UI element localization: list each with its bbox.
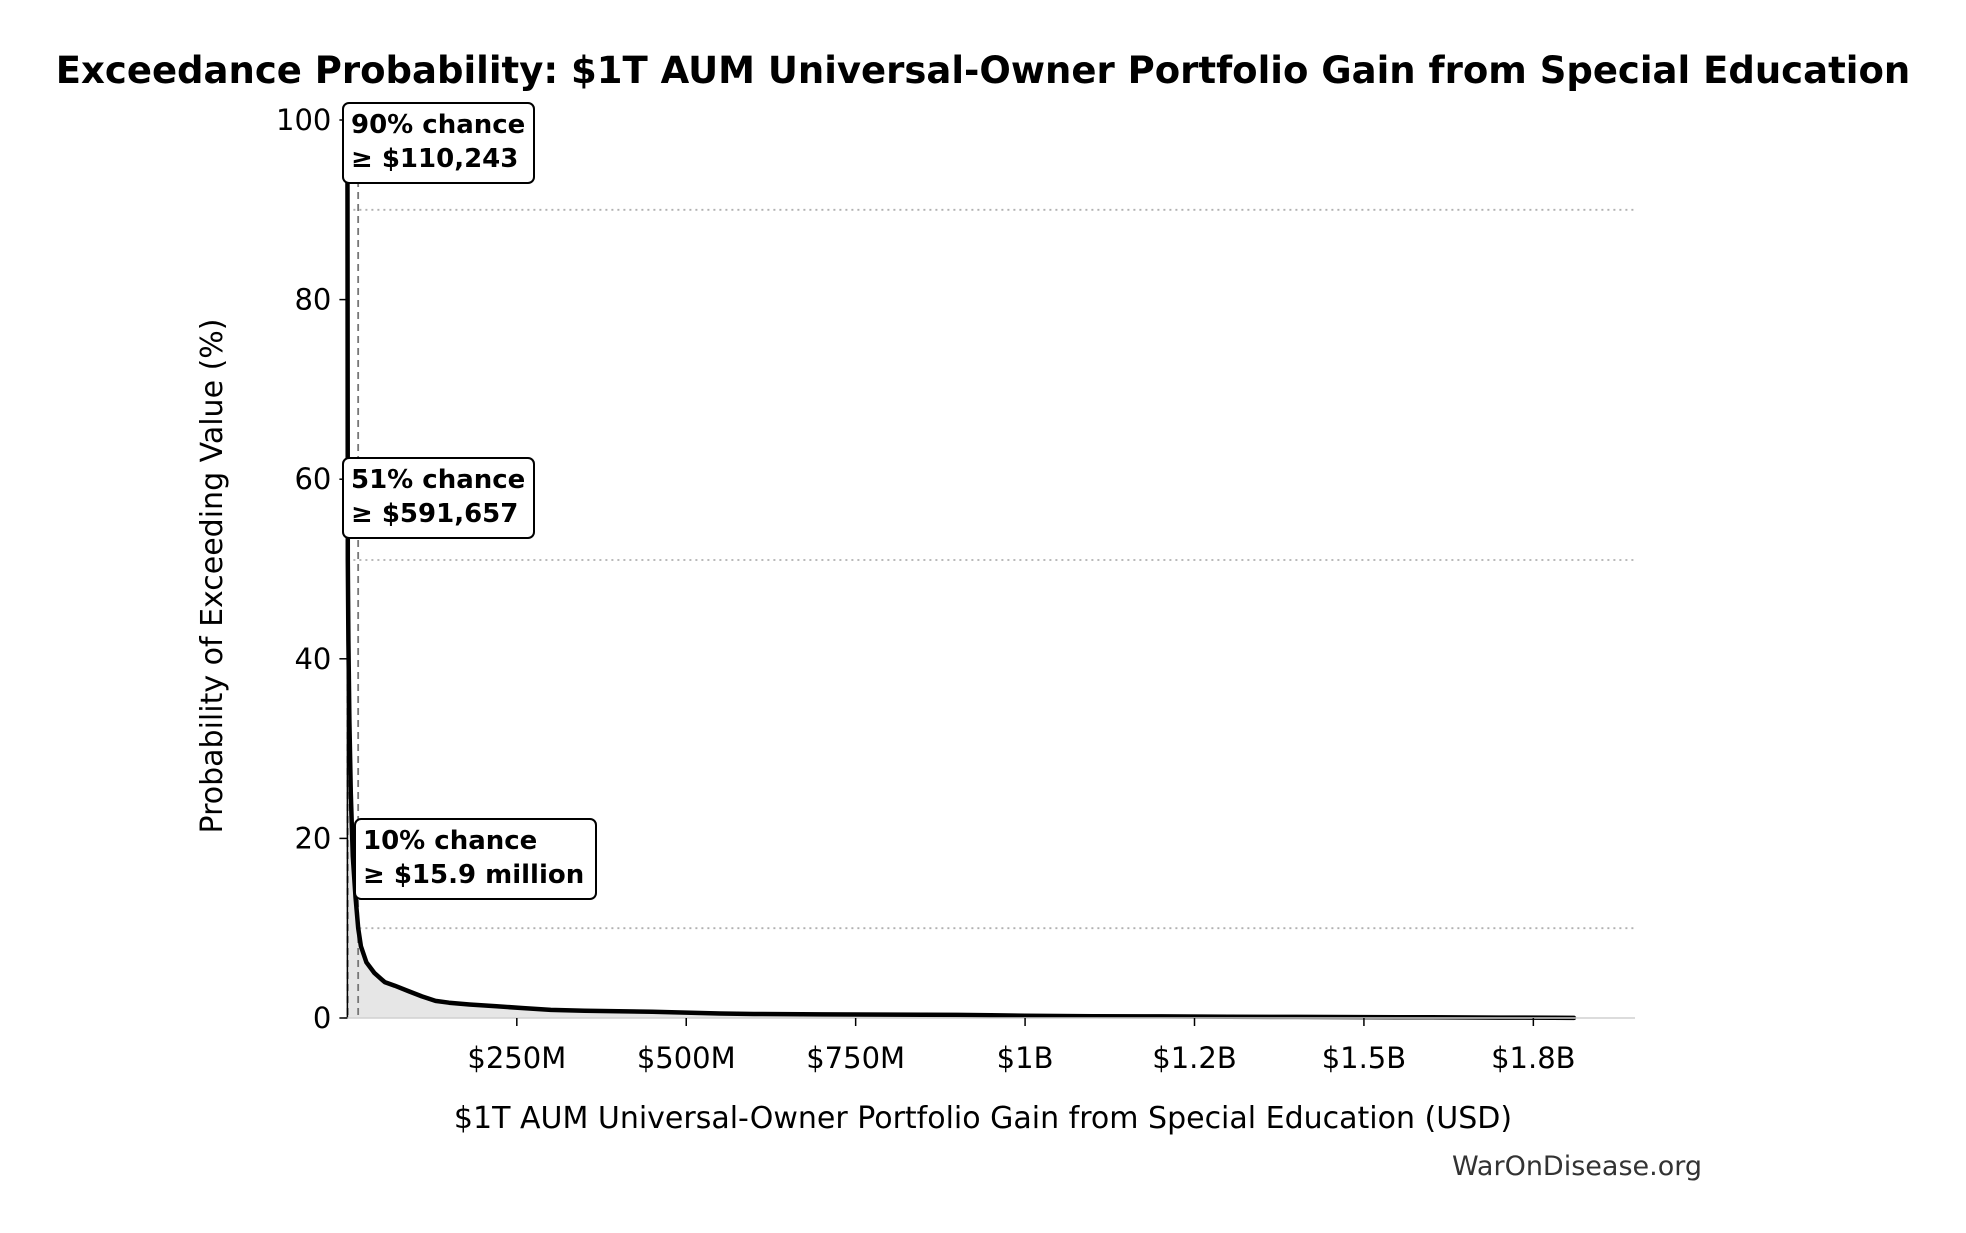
x-tick-label: $1.5B bbox=[1322, 1041, 1406, 1075]
annotation-10-box bbox=[354, 818, 597, 900]
y-tick-label: 60 bbox=[294, 462, 331, 496]
annotation-10-line2: ≥ $15.9 million bbox=[363, 860, 584, 890]
y-axis-label: Probability of Exceeding Value (%) bbox=[195, 319, 230, 834]
annotation-10-line1: 10% chance bbox=[363, 826, 537, 856]
chart-title: Exceedance Probability: $1T AUM Universa… bbox=[56, 49, 1910, 92]
y-tick-label: 80 bbox=[294, 283, 331, 317]
annotation-90-line1: 90% chance bbox=[351, 110, 525, 140]
annotation-10: 10% chance ≥ $15.9 million bbox=[354, 818, 597, 900]
y-tick-label: 40 bbox=[294, 642, 331, 676]
annotation-90-box bbox=[342, 102, 535, 184]
annotation-51: 51% chance ≥ $591,657 bbox=[342, 457, 535, 539]
watermark: WarOnDisease.org bbox=[1452, 1151, 1702, 1182]
y-tick-label: 0 bbox=[313, 1001, 331, 1035]
annotation-51-box bbox=[342, 457, 535, 539]
x-axis-label: $1T AUM Universal-Owner Portfolio Gain f… bbox=[454, 1101, 1512, 1136]
x-ticks: $250M $500M $750M $1B $1.2B $1.5B $1.8B bbox=[467, 1018, 1576, 1075]
annotation-51-line1: 51% chance bbox=[351, 465, 525, 495]
y-tick-label: 100 bbox=[276, 103, 331, 137]
x-tick-label: $1.8B bbox=[1491, 1041, 1575, 1075]
x-tick-label: $500M bbox=[637, 1041, 736, 1075]
y-tick-label: 20 bbox=[294, 821, 331, 855]
x-tick-label: $1.2B bbox=[1152, 1041, 1236, 1075]
x-tick-label: $250M bbox=[467, 1041, 566, 1075]
annotation-90-line2: ≥ $110,243 bbox=[351, 144, 518, 174]
y-ticks: 0 20 40 60 80 100 bbox=[276, 103, 348, 1035]
horizontal-gridlines bbox=[347, 208, 1635, 930]
annotation-90: 90% chance ≥ $110,243 bbox=[342, 102, 535, 184]
annotation-51-line2: ≥ $591,657 bbox=[351, 499, 518, 529]
x-tick-label: $1B bbox=[997, 1041, 1054, 1075]
x-tick-label: $750M bbox=[806, 1041, 905, 1075]
